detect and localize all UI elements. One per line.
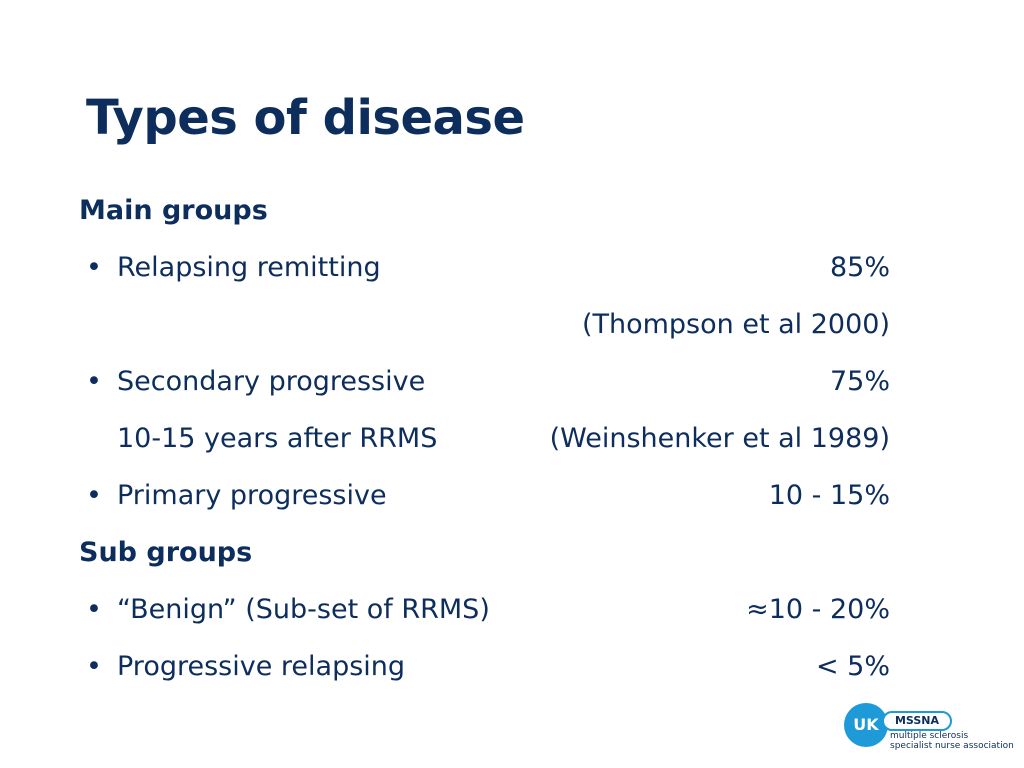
list-item-rrms-duration: 10-15 years after RRMS (Weinshenker et a…	[79, 414, 890, 471]
mssna-logo: UK MSSNA multiple sclerosis specialist n…	[844, 700, 1014, 756]
bullet-icon: •	[86, 252, 102, 283]
slide-content: Main groups • Relapsing remitting 85% (T…	[79, 186, 890, 699]
item-value: 85%	[829, 252, 890, 283]
bullet-icon: •	[86, 594, 102, 625]
item-value: 75%	[829, 366, 890, 397]
sub-groups-heading: Sub groups	[79, 537, 253, 568]
item-label: Progressive relapsing	[117, 651, 406, 682]
item-label: 10-15 years after RRMS	[117, 423, 438, 454]
logo-text-line-1: multiple sclerosis	[890, 731, 969, 741]
bullet-icon: •	[86, 651, 102, 682]
item-label: Relapsing remitting	[117, 252, 381, 283]
slide-title: Types of disease	[86, 90, 525, 146]
list-item-secondary-progressive: • Secondary progressive 75%	[79, 357, 890, 414]
bullet-icon: •	[86, 480, 102, 511]
bullet-icon: •	[86, 366, 102, 397]
logo-text-line-2: specialist nurse association	[890, 741, 1014, 751]
list-item-benign: • “Benign” (Sub-set of RRMS) ≈10 - 20%	[79, 585, 890, 642]
item-label: Primary progressive	[117, 480, 387, 511]
list-item-progressive-relapsing: • Progressive relapsing < 5%	[79, 642, 890, 699]
uk-badge-icon: UK	[844, 703, 888, 747]
item-value: < 5%	[815, 651, 890, 682]
mssna-badge: MSSNA	[882, 711, 952, 731]
item-value: ≈10 - 20%	[746, 594, 890, 625]
list-item-thompson-citation: (Thompson et al 2000)	[79, 300, 890, 357]
main-groups-heading: Main groups	[79, 195, 268, 226]
item-label: Secondary progressive	[117, 366, 426, 397]
item-citation: (Thompson et al 2000)	[581, 309, 890, 340]
item-value: 10 - 15%	[768, 480, 890, 511]
item-citation: (Weinshenker et al 1989)	[549, 423, 890, 454]
list-item-relapsing-remitting: • Relapsing remitting 85%	[79, 243, 890, 300]
item-label: “Benign” (Sub-set of RRMS)	[117, 594, 490, 625]
list-item-primary-progressive: • Primary progressive 10 - 15%	[79, 471, 890, 528]
